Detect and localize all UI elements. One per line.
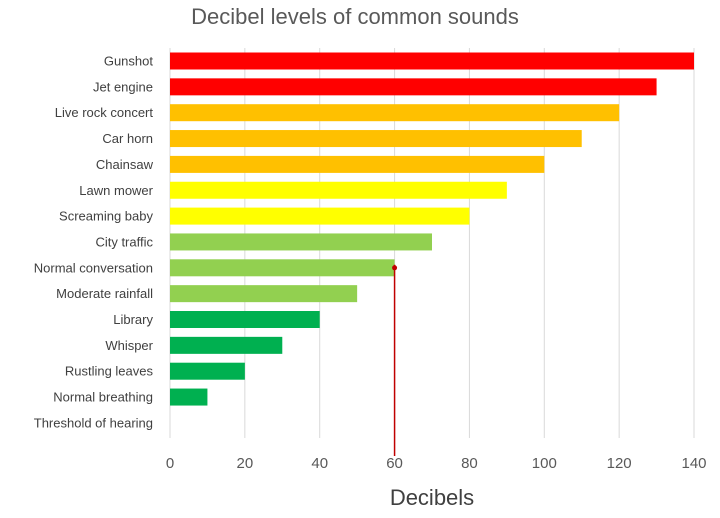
bar-whisper [170,336,283,354]
bar-rustling-leaves [170,362,245,380]
x-tick-label: 120 [607,455,632,472]
x-tick-label: 40 [311,455,328,472]
category-label-lawn-mower: Lawn mower [79,183,153,198]
x-tick-label: 20 [237,455,254,472]
category-label-car-horn: Car horn [102,131,153,146]
bar-city-traffic [170,233,432,251]
category-label-whisper: Whisper [105,338,153,353]
bar-library [170,311,320,328]
x-tick-label: 100 [532,455,557,472]
category-label-threshold-of-hearing: Threshold of hearing [34,415,153,430]
category-labels: Gunshot Jet engine Live rock concert Car ho… [34,54,154,431]
category-label-library: Library [113,312,153,327]
bar-normal-breathing [170,388,208,406]
reference-marker [392,265,398,271]
category-label-live-rock-concert: Live rock concert [55,105,154,120]
x-tick-label: 80 [461,455,478,472]
bar-jet-engine [170,78,657,96]
category-label-jet-engine: Jet engine [93,79,153,94]
bar-live-rock-concert [170,104,620,122]
bar-normal-conversation [170,259,395,277]
x-tick-labels: 0 20 40 60 80 100 120 140 [166,455,707,472]
x-tick-label: 0 [166,455,174,472]
bar-gunshot [170,52,694,70]
bars [170,52,694,406]
x-axis-title: Decibels [390,485,474,510]
x-tick-label: 140 [681,455,706,472]
bar-chainsaw [170,155,545,173]
x-tick-label: 60 [386,455,403,472]
category-label-rustling-leaves: Rustling leaves [65,364,154,379]
bar-moderate-rainfall [170,285,358,303]
category-label-moderate-rainfall: Moderate rainfall [56,286,153,301]
bar-screaming-baby [170,207,470,225]
reference-line-group [392,264,398,456]
bar-car-horn [170,130,582,148]
category-label-city-traffic: City traffic [95,234,153,249]
category-label-chainsaw: Chainsaw [96,157,154,172]
chart-title: Decibel levels of common sounds [191,4,519,29]
bar-lawn-mower [170,181,507,199]
category-label-normal-breathing: Normal breathing [53,390,153,405]
category-label-normal-conversation: Normal conversation [34,260,153,275]
category-label-gunshot: Gunshot [104,54,154,69]
category-label-screaming-baby: Screaming baby [59,209,153,224]
